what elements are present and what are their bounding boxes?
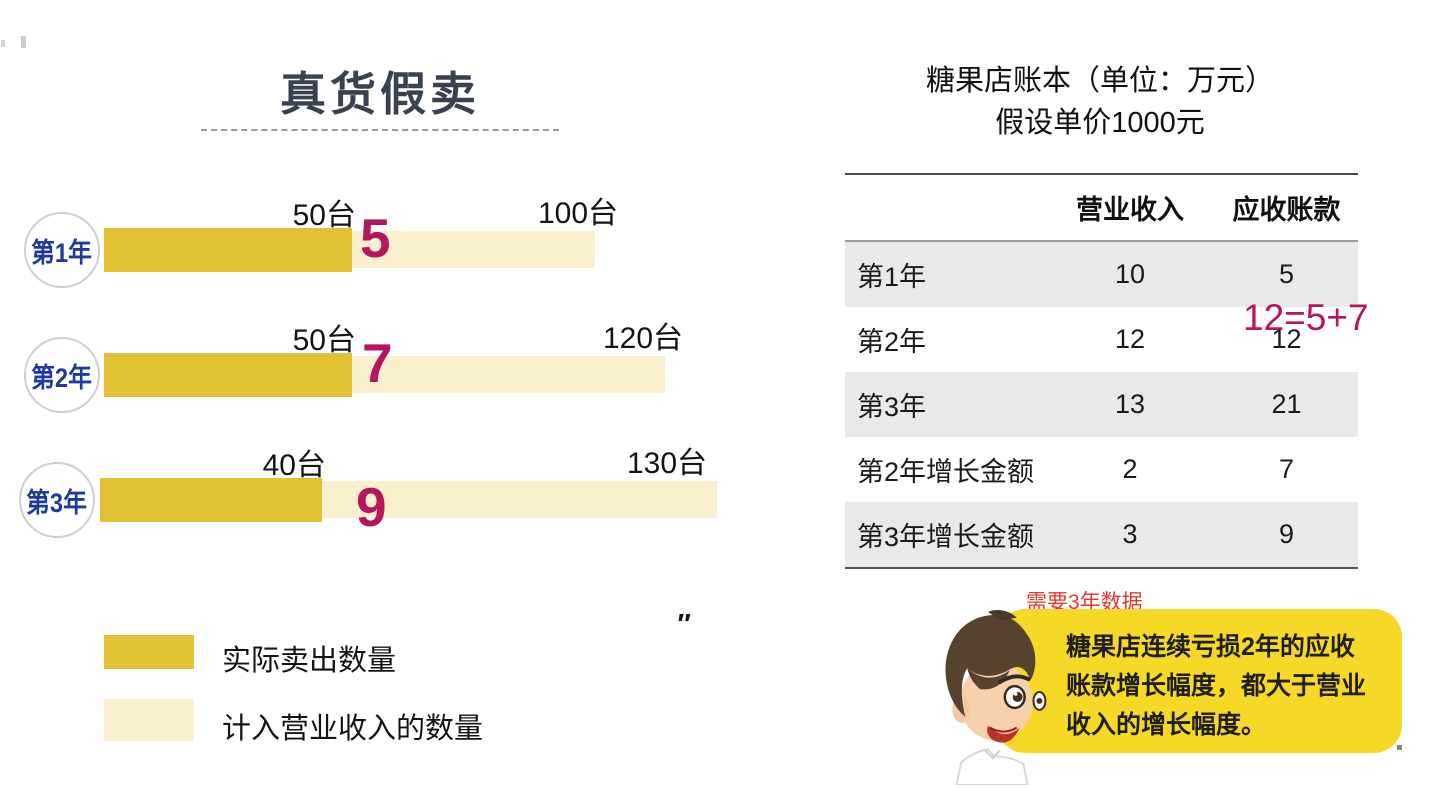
table-top-border — [845, 173, 1358, 175]
table-title-line2: 假设单价1000元 — [995, 107, 1205, 139]
year-badge-2-label: 第2年 — [31, 362, 93, 393]
year-badge-1-label: 第1年 — [31, 237, 93, 268]
row-receivable: 5 — [1278, 259, 1295, 289]
bar-revenue-year3 — [322, 481, 717, 518]
table-header-revenue: 营业收入 — [1076, 195, 1184, 225]
handwritten-annotation: 12=5+7 — [1243, 297, 1369, 338]
table-row-year3-growth: 第3年增长金额 3 9 — [845, 502, 1358, 567]
table-header-receivable: 应收账款 — [1232, 195, 1341, 225]
row-label: 第2年 — [857, 327, 927, 357]
row-revenue: 2 — [1122, 454, 1138, 484]
screen-artifact — [1, 40, 5, 47]
bar-revenue-label-year1: 100台 — [537, 197, 619, 230]
bubble-corner-artifact — [1397, 745, 1402, 750]
row-revenue: 13 — [1114, 389, 1146, 419]
title-underline — [201, 129, 559, 131]
bar-revenue-label-year3: 130台 — [626, 447, 708, 480]
row-label: 第3年 — [857, 392, 927, 422]
pink-value-year3: 9 — [356, 476, 387, 538]
pink-value-year1: 5 — [360, 207, 391, 269]
row-label: 第2年增长金额 — [857, 457, 1035, 487]
table-row-year2-growth: 第2年增长金额 2 7 — [845, 437, 1358, 502]
red-note: 需要3年数据 — [1026, 591, 1143, 614]
table-row-year3: 第3年 13 21 — [845, 372, 1358, 437]
bubble-line2: 账款增长幅度，都大于营业 — [1066, 672, 1367, 700]
table-row-year1: 第1年 10 5 — [845, 242, 1358, 307]
year-badge-3-label: 第3年 — [26, 487, 88, 518]
row-revenue: 10 — [1114, 259, 1146, 289]
bar-sold-label-year2: 50台 — [292, 324, 356, 357]
legend-swatch-sold — [104, 635, 194, 669]
table-row-year2: 第2年 12 12 — [845, 307, 1358, 372]
legend-label-sold: 实际卖出数量 — [222, 645, 397, 677]
page-title: 真货假卖 — [280, 68, 480, 120]
row-receivable: 7 — [1278, 454, 1295, 484]
table-header-row: 营业收入 应收账款 — [845, 175, 1358, 242]
bubble-line1: 糖果店连续亏损2年的应收 — [1066, 633, 1355, 661]
year-badge-2: 第2年 — [24, 337, 100, 413]
legend-label-revenue: 计入营业收入的数量 — [222, 713, 484, 745]
row-label: 第1年 — [857, 262, 927, 292]
row-receivable: 12 — [1271, 324, 1302, 354]
row-revenue: 3 — [1122, 519, 1138, 549]
year-badge-3: 第3年 — [19, 462, 95, 538]
row-label: 第3年增长金额 — [857, 522, 1035, 552]
row-revenue: 12 — [1114, 324, 1146, 354]
screen-artifact — [21, 36, 26, 48]
pink-value-year2: 7 — [362, 332, 393, 394]
quote-mark: ″ — [676, 608, 690, 639]
bar-sold-year2 — [104, 353, 352, 397]
bubble-line3: 收入的增长幅度。 — [1066, 711, 1267, 739]
bar-revenue-label-year2: 120台 — [602, 322, 684, 355]
bar-sold-label-year3: 40台 — [262, 449, 326, 482]
table-title: 糖果店账本（单位：万元） 假设单价1000元 — [840, 60, 1360, 144]
table-bottom-border — [845, 567, 1358, 569]
bar-revenue-year1 — [352, 231, 595, 268]
speech-bubble — [997, 609, 1402, 753]
boy-avatar-illustration — [945, 609, 1047, 785]
ledger-table: 营业收入 应收账款 第1年 10 5 第2年 12 12 第3年 13 21 第… — [845, 173, 1358, 569]
row-receivable: 21 — [1271, 389, 1302, 419]
bar-revenue-year2 — [352, 356, 665, 393]
legend-swatch-revenue — [104, 699, 194, 741]
row-receivable: 9 — [1278, 519, 1295, 549]
speech-bubble-text: 糖果店连续亏损2年的应收 账款增长幅度，都大于营业 收入的增长幅度。 — [1066, 628, 1386, 745]
year-badge-1: 第1年 — [24, 212, 100, 288]
bar-sold-year1 — [104, 228, 352, 272]
table-title-line1: 糖果店账本（单位：万元） — [925, 65, 1274, 97]
bar-sold-label-year1: 50台 — [292, 199, 356, 232]
bar-sold-year3 — [100, 478, 322, 522]
